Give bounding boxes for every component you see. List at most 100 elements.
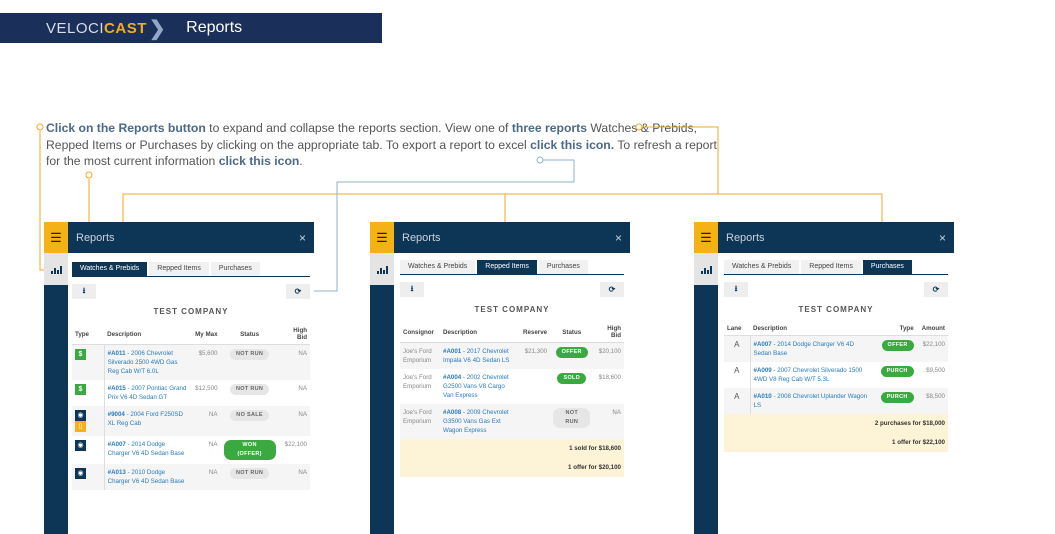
item-link[interactable]: #A007 - 2014 Dodge Charger V6 4D Sedan B… [753, 341, 854, 357]
tab-watches-prebids[interactable]: Watches & Prebids [724, 260, 800, 274]
download-icon: ⭳ [410, 283, 414, 293]
table-row: ◉ #A013 - 2010 Dodge Charger V6 4D Sedan … [72, 464, 310, 490]
summary-purchases: 2 purchases for $18,000 [724, 414, 948, 433]
type-badge: PURCH [880, 366, 914, 377]
close-button[interactable]: × [614, 230, 622, 245]
status-badge: NOT RUN [229, 468, 270, 479]
type-badge: OFFER [881, 340, 914, 351]
tab-repped-items[interactable]: Repped Items [477, 260, 537, 274]
export-button[interactable]: ⭳ [724, 282, 748, 297]
tab-purchases[interactable]: Purchases [538, 260, 588, 274]
eye-icon[interactable]: ◉ [75, 440, 86, 451]
refresh-icon: ⟳ [608, 285, 616, 294]
reserve [520, 404, 551, 439]
velocicast-logo: VELOCI CAST ❯ [46, 17, 167, 40]
panel-header: Reports × [718, 222, 954, 253]
status-badge: SOLD [557, 373, 586, 384]
table-row: Joe's Ford Emporium #A001 - 2017 Chevrole… [400, 342, 624, 369]
reports-button[interactable] [370, 253, 394, 285]
item-link[interactable]: #A013 - 2010 Dodge Charger V6 4D Sedan B… [107, 469, 185, 485]
dollar-icon: $ [75, 349, 86, 360]
refresh-icon: ⟳ [932, 285, 940, 294]
col-description: Description [104, 324, 193, 345]
export-button[interactable]: ⭳ [400, 282, 424, 297]
menu-button[interactable]: ☰ [370, 222, 394, 253]
item-link[interactable]: #A011 - 2006 Chevrolet Silverado 2500 4W… [107, 350, 178, 375]
sidebar: ☰ [44, 222, 68, 534]
menu-button[interactable]: ☰ [694, 222, 718, 253]
col-description: Description [750, 322, 875, 336]
my-max: NA [192, 406, 221, 436]
panel-title: Reports [402, 231, 441, 244]
tab-repped-items[interactable]: Repped Items [801, 260, 861, 274]
col-status: Status [550, 322, 594, 343]
item-link[interactable]: #A004 - 2002 Chevrolet G2500 Vans V8 Car… [443, 374, 509, 399]
status-badge: NOT RUN [229, 384, 270, 395]
consignor: Joe's Ford Emporium [400, 342, 440, 369]
reports-button[interactable] [694, 253, 718, 285]
reports-button[interactable] [44, 253, 68, 285]
item-link[interactable]: #A007 - 2014 Dodge Charger V6 4D Sedan B… [107, 441, 185, 457]
summary-row: 2 purchases for $18,000 [724, 414, 948, 433]
item-link[interactable]: #A008 - 2009 Chevrolet G3500 Vans Gas Ex… [443, 409, 509, 434]
tab-purchases[interactable]: Purchases [862, 260, 912, 274]
high-bid: NA [278, 344, 310, 380]
summary-row: 1 sold for $18,600 [400, 439, 624, 458]
tab-watches-prebids[interactable]: Watches & Prebids [72, 262, 148, 276]
status-badge: NOT RUN [553, 408, 591, 428]
item-link[interactable]: #A010 - 2008 Chevrolet Uplander Wagon LS [753, 393, 868, 409]
summary-offer: 1 offer for $22,100 [724, 433, 948, 452]
item-link[interactable]: #9004 - 2004 Ford F250SD XL Reg Cab [107, 411, 183, 427]
reports-panel-repped: ☰ Reports × Watches & Prebids Repped Item… [370, 222, 630, 534]
close-button[interactable]: × [298, 230, 306, 245]
export-button[interactable]: ⭳ [72, 284, 96, 299]
close-button[interactable]: × [938, 230, 946, 245]
panel-title: Reports [76, 231, 115, 244]
high-bid: NA [278, 464, 310, 490]
connector-refresh [308, 159, 575, 292]
document-icon[interactable]: ▯ [75, 421, 86, 432]
panel-header: Reports × [394, 222, 630, 253]
reports-panel-purchases: ☰ Reports × Watches & Prebids Repped Item… [694, 222, 954, 534]
page-title: Reports [186, 19, 243, 36]
tab-purchases[interactable]: Purchases [210, 262, 260, 276]
table-row: $ #A015 - 2007 Pontiac Grand Prix V6 4D S… [72, 380, 310, 406]
tab-watches-prebids[interactable]: Watches & Prebids [400, 260, 476, 274]
hamburger-icon: ☰ [700, 229, 712, 245]
status-badge: NO SALE [230, 410, 269, 421]
hamburger-icon: ☰ [376, 229, 388, 245]
callout-dot [536, 156, 544, 164]
menu-button[interactable]: ☰ [44, 222, 68, 253]
bar-chart-icon [50, 265, 62, 274]
panel-title: Reports [726, 231, 765, 244]
refresh-button[interactable]: ⟳ [286, 284, 310, 299]
hamburger-icon: ☰ [50, 229, 62, 245]
col-description: Description [440, 322, 520, 343]
download-icon: ⭳ [734, 283, 738, 293]
eye-icon[interactable]: ◉ [75, 410, 86, 421]
lane: A [724, 335, 751, 362]
summary-row: 1 offer for $20,100 [400, 458, 624, 477]
table-row: ◉▯ #9004 - 2004 Ford F250SD XL Reg Cab NA N… [72, 406, 310, 436]
tab-repped-items[interactable]: Repped Items [149, 262, 209, 276]
callout-dot [36, 123, 44, 131]
report-tabs: Watches & Prebids Repped Items Purchases [724, 260, 948, 275]
reserve: $21,300 [520, 342, 551, 369]
item-link[interactable]: #A001 - 2017 Chevrolet Impala V6 4D Seda… [443, 348, 510, 364]
item-link[interactable]: #A009 - 2007 Chevrolet Silverado 1500 4W… [753, 367, 863, 383]
download-icon: ⭳ [82, 285, 86, 295]
summary-offer: 1 offer for $20,100 [400, 458, 624, 477]
high-bid: $18,600 [598, 374, 621, 381]
eye-icon[interactable]: ◉ [75, 468, 86, 479]
item-link[interactable]: #A015 - 2007 Pontiac Grand Prix V6 4D Se… [107, 385, 187, 401]
refresh-button[interactable]: ⟳ [924, 282, 948, 297]
table-row: Joe's Ford Emporium #A008 - 2009 Chevrole… [400, 404, 624, 439]
lane: A [724, 388, 751, 414]
consignor: Joe's Ford Emporium [400, 404, 440, 439]
amount: $8,500 [916, 388, 948, 414]
my-max: NA [192, 464, 221, 490]
refresh-button[interactable]: ⟳ [600, 282, 624, 297]
summary-sold: 1 sold for $18,600 [400, 439, 624, 458]
col-high-bid: High Bid [593, 322, 624, 343]
table-row: Joe's Ford Emporium #A004 - 2002 Chevrole… [400, 369, 624, 404]
